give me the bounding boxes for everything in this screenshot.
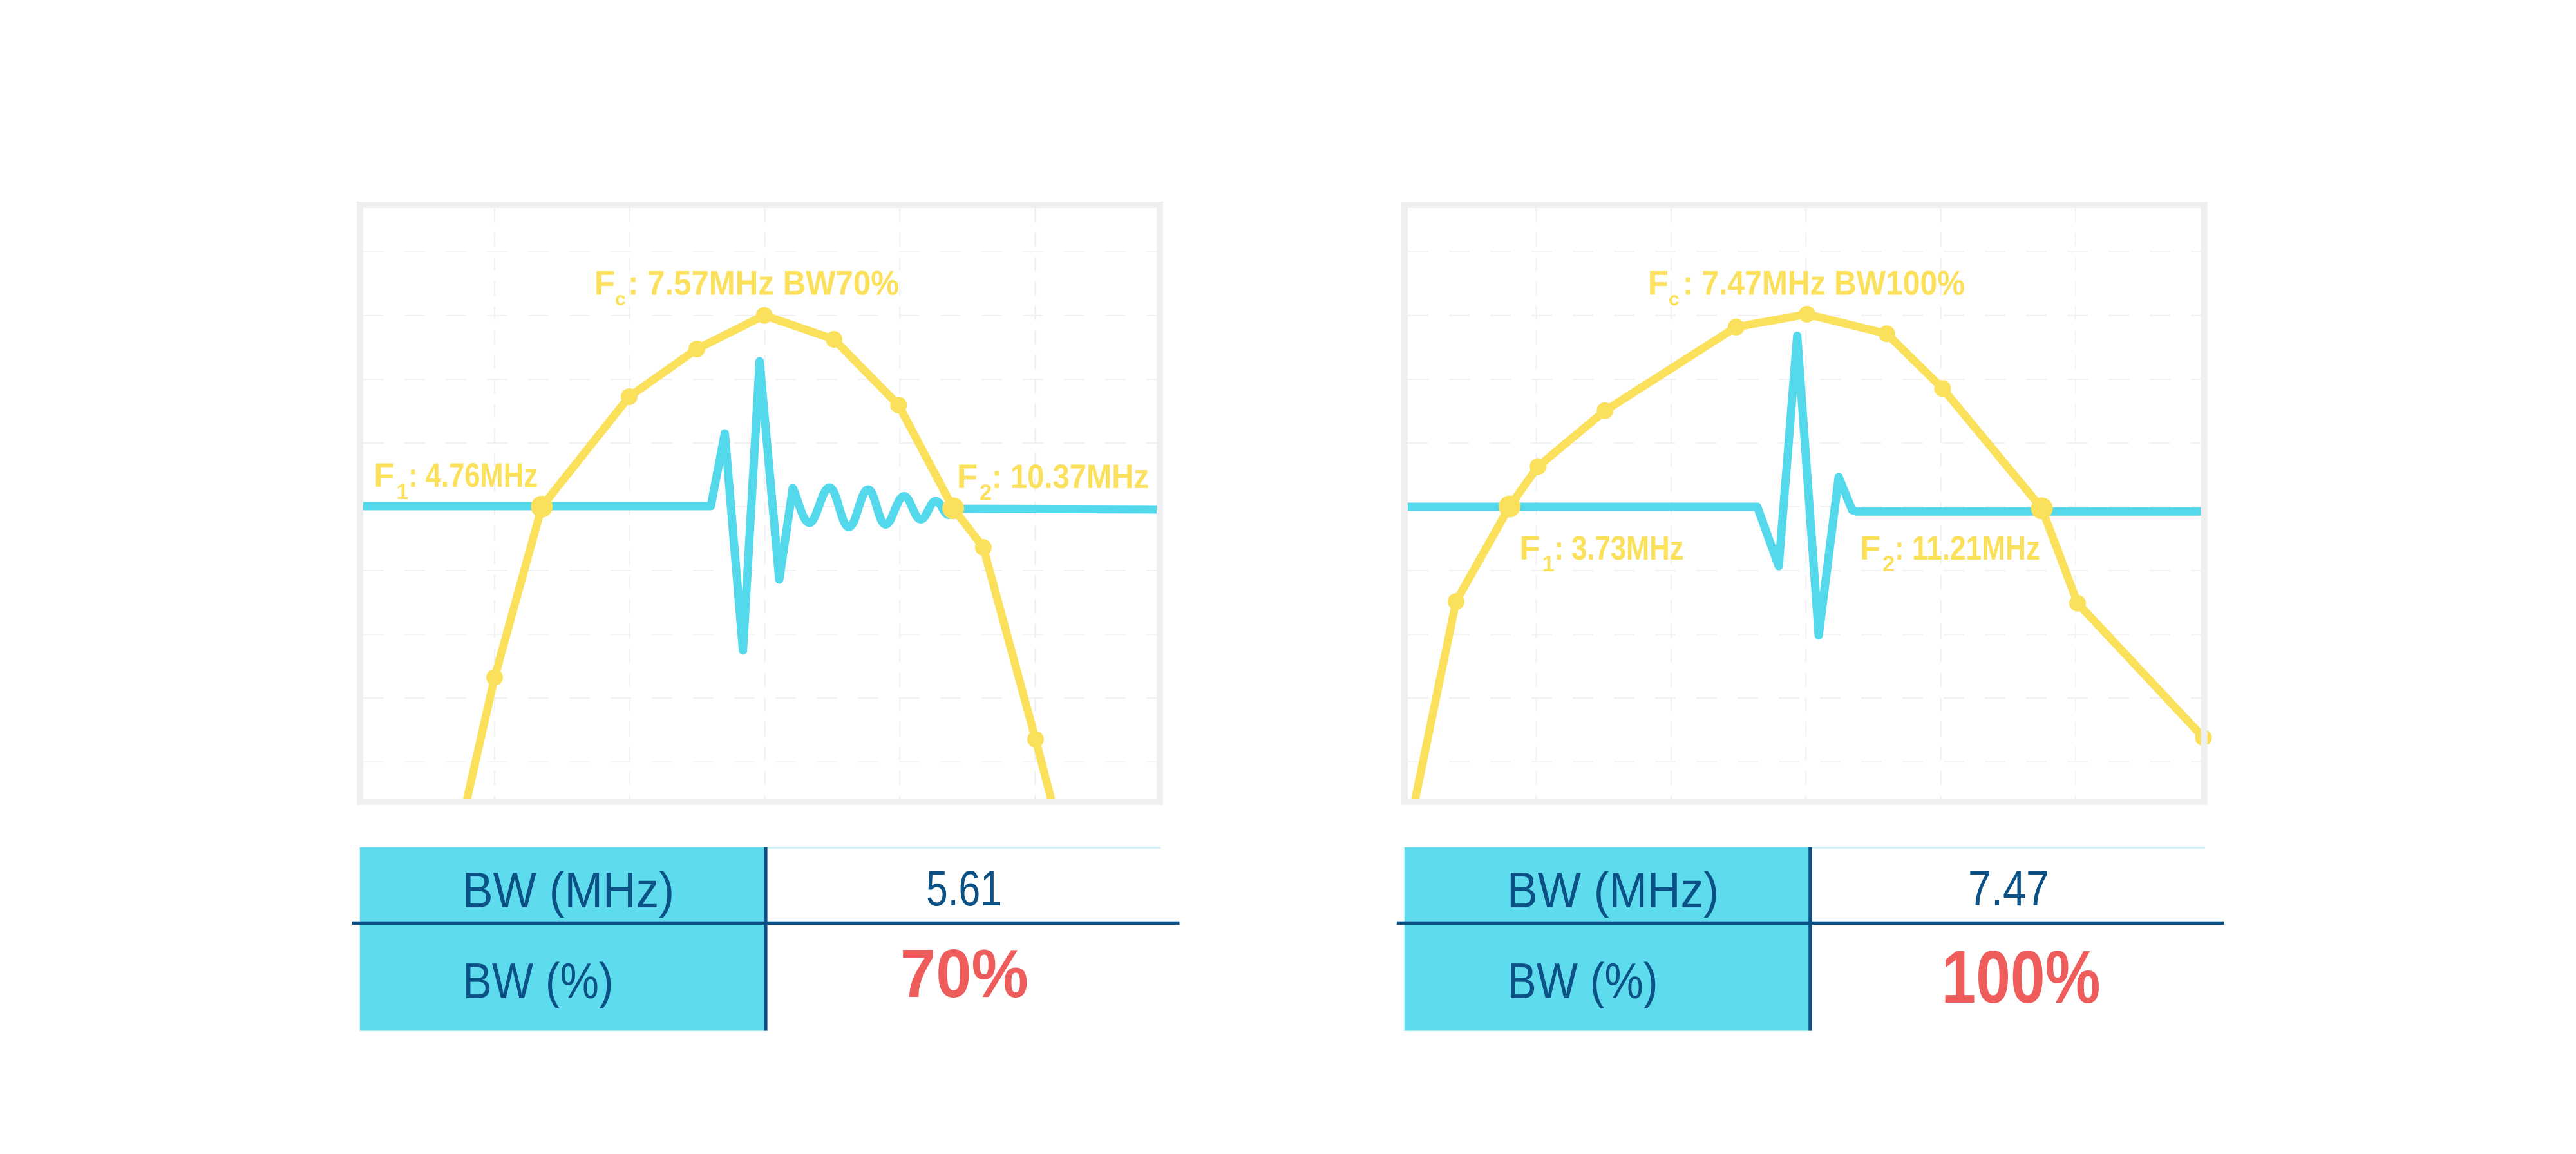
svg-text:: 4.76MHz: : 4.76MHz — [408, 457, 538, 495]
svg-text:100%: 100% — [1942, 935, 2101, 1019]
svg-text:1: 1 — [1542, 552, 1555, 576]
svg-text:F: F — [1519, 529, 1540, 567]
svg-text:: 11.21MHz: : 11.21MHz — [1895, 529, 2040, 567]
svg-text:: 7.47MHz BW100%: : 7.47MHz BW100% — [1683, 265, 1965, 303]
svg-text:1: 1 — [397, 480, 409, 504]
svg-text:BW (MHz): BW (MHz) — [462, 862, 674, 918]
svg-text:F: F — [374, 457, 394, 495]
svg-text:2: 2 — [1882, 552, 1895, 576]
svg-text:70%: 70% — [900, 936, 1028, 1012]
svg-text:BW (%): BW (%) — [463, 952, 614, 1009]
svg-text:7.47: 7.47 — [1968, 860, 2049, 916]
svg-text:BW (MHz): BW (MHz) — [1507, 862, 1719, 918]
svg-text:F: F — [1648, 265, 1669, 303]
svg-text:BW (%): BW (%) — [1508, 952, 1658, 1009]
svg-text:2: 2 — [980, 480, 992, 505]
svg-text:: 10.37MHz: : 10.37MHz — [992, 458, 1149, 496]
svg-text:F: F — [594, 265, 615, 303]
svg-text:c: c — [615, 288, 626, 310]
svg-text:F: F — [957, 458, 978, 496]
svg-text:c: c — [1669, 288, 1680, 310]
svg-text:F: F — [1860, 529, 1880, 567]
svg-text:5.61: 5.61 — [926, 860, 1002, 916]
svg-text:: 3.73MHz: : 3.73MHz — [1555, 529, 1684, 567]
svg-text:: 7.57MHz BW70%: : 7.57MHz BW70% — [628, 265, 899, 303]
